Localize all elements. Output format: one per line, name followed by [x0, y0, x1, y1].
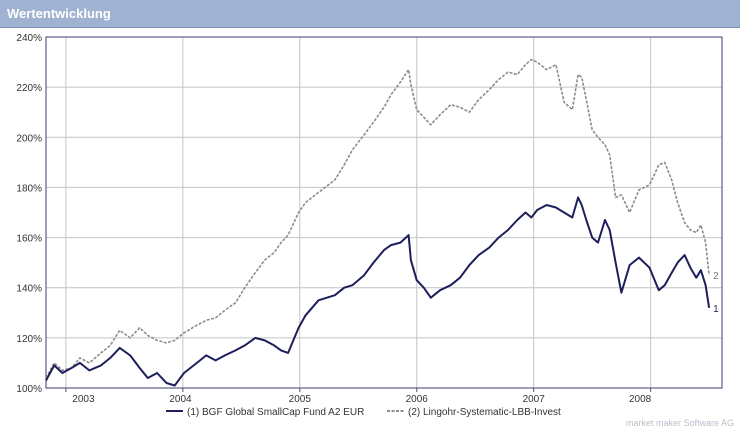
legend-label-2: (2) Lingohr-Systematic-LBB-Invest	[408, 407, 561, 418]
x-tick-label: 2004	[169, 394, 192, 405]
y-tick-label: 140%	[16, 284, 42, 295]
series-line-2	[45, 58, 710, 379]
panel-title: Wertentwicklung	[7, 6, 111, 21]
y-tick-label: 200%	[16, 133, 42, 144]
y-tick-label: 100%	[16, 384, 42, 395]
panel-header: Wertentwicklung	[0, 0, 740, 28]
x-tick-label: 2005	[289, 394, 312, 405]
plot-frame	[45, 36, 723, 389]
x-tick-label: 2007	[523, 394, 546, 405]
legend-label-1: (1) BGF Global SmallCap Fund A2 EUR	[187, 407, 364, 418]
footer-credit: market maker Software AG	[625, 418, 734, 428]
y-tick-label: 160%	[16, 234, 42, 245]
series-end-label-1: 1	[713, 304, 719, 315]
y-tick-label: 240%	[16, 33, 42, 44]
x-tick-label: 2003	[72, 394, 95, 405]
series-end-label-2: 2	[713, 271, 719, 282]
x-tick-label: 2008	[629, 394, 652, 405]
x-tick-label: 2006	[406, 394, 429, 405]
y-tick-label: 180%	[16, 183, 42, 194]
y-tick-label: 220%	[16, 83, 42, 94]
y-tick-label: 120%	[16, 334, 42, 345]
plot-area	[46, 37, 722, 388]
series-line-1	[45, 196, 711, 387]
